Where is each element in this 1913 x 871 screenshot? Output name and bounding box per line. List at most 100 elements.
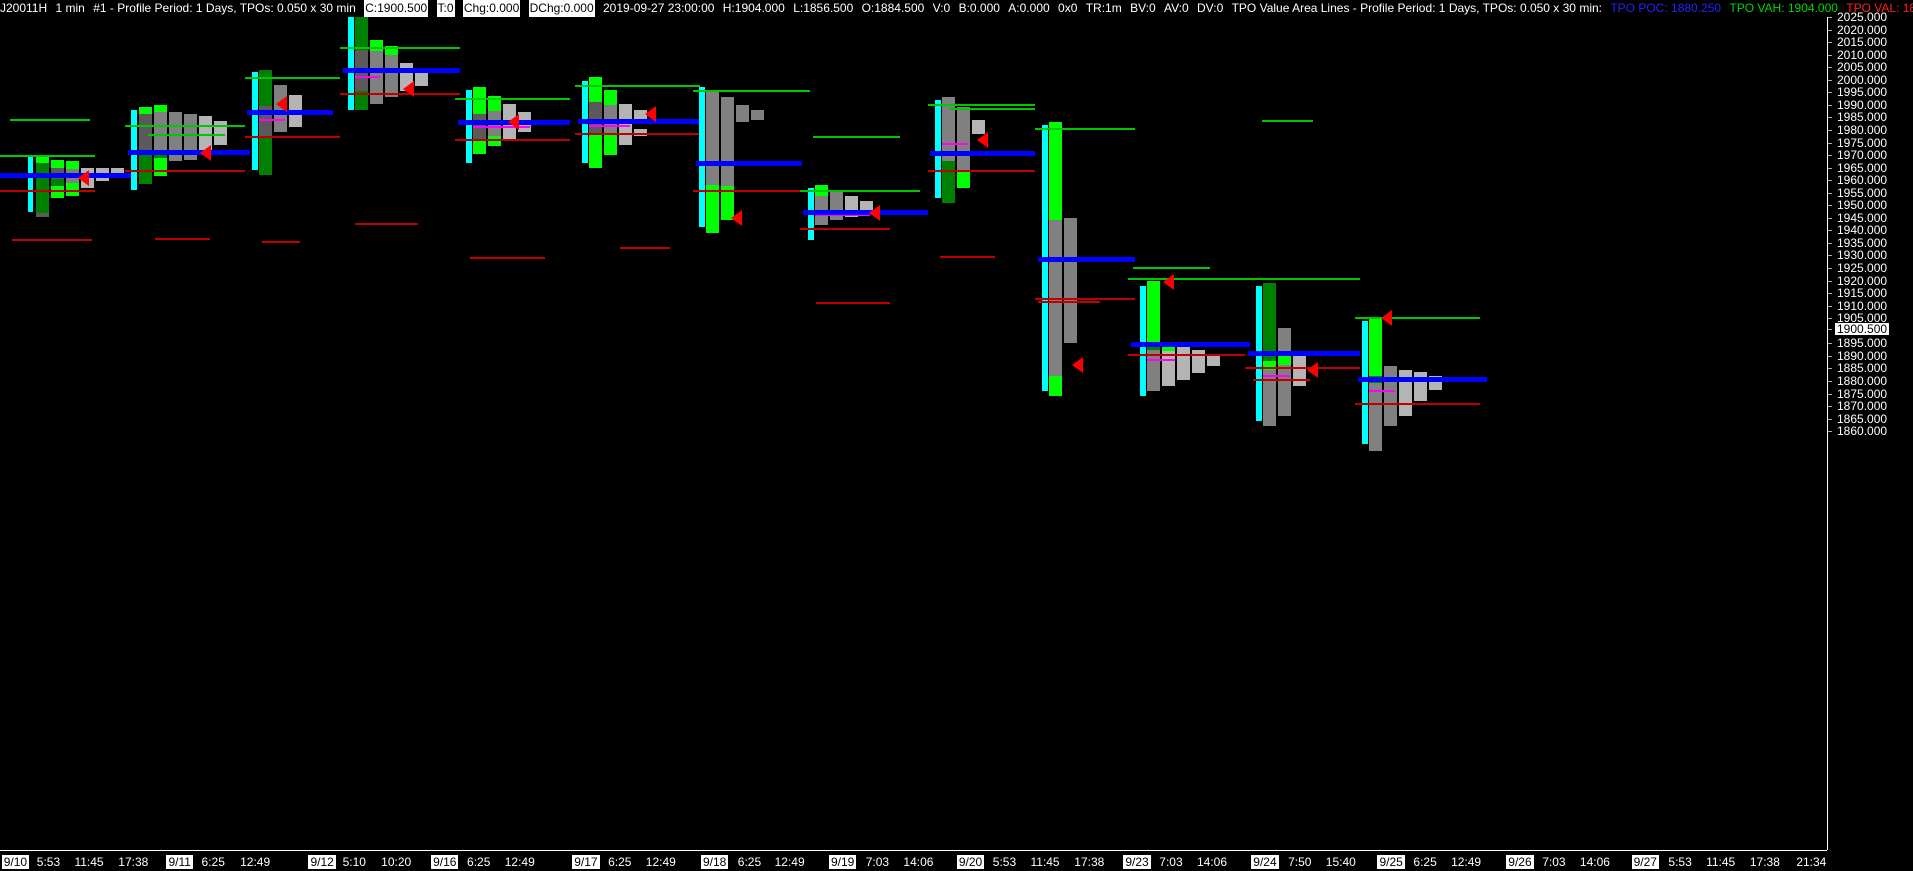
poc-line bbox=[343, 68, 460, 74]
vah-line bbox=[693, 90, 810, 93]
tpo-column bbox=[1177, 345, 1190, 380]
chart-plot-area[interactable] bbox=[0, 17, 1827, 850]
time-axis-time-label: 7:03 bbox=[1542, 855, 1566, 869]
price-axis-label: 1955.000 bbox=[1837, 185, 1888, 200]
tpo-single-print-line bbox=[1263, 374, 1290, 377]
tpo-column bbox=[751, 109, 764, 120]
tpo-column-green-segment bbox=[1263, 283, 1276, 361]
time-axis[interactable]: 12 9/105:5311:4517:389/116:2512:499/125:… bbox=[0, 850, 1913, 871]
time-axis-date-label: 9/17 bbox=[572, 855, 600, 869]
price-axis-label: 1960.000 bbox=[1837, 173, 1888, 188]
poc-line bbox=[1131, 342, 1250, 348]
price-axis-label: 1915.000 bbox=[1837, 286, 1888, 301]
tpo-single-print-line bbox=[1147, 358, 1175, 361]
tpo-column bbox=[111, 167, 124, 178]
tpo-column bbox=[169, 112, 182, 162]
price-marker-icon bbox=[78, 169, 89, 186]
price-axis-label: 1860.000 bbox=[1837, 424, 1888, 439]
header-symbol: J20011H bbox=[0, 1, 48, 15]
time-axis-date-label: 9/18 bbox=[701, 855, 729, 869]
header-study-title: #1 - Profile Period: 1 Days, TPOs: 0.050… bbox=[93, 1, 356, 15]
header-tpo-val: TPO VAL: 1870.750 bbox=[1846, 1, 1913, 15]
price-axis-label: 2025.000 bbox=[1837, 10, 1888, 24]
header-change-value: Chg:0.000 bbox=[462, 0, 521, 17]
poc-line bbox=[1248, 350, 1360, 356]
tpo-column-green-segment bbox=[66, 161, 79, 169]
header-volume: V:0 bbox=[932, 1, 951, 15]
poc-line bbox=[578, 118, 700, 124]
tpo-column bbox=[415, 72, 428, 87]
header-datetime: 2019-09-27 23:00:00 bbox=[603, 1, 715, 15]
tpo-single-print-line bbox=[1369, 389, 1395, 392]
val-line-stub bbox=[816, 302, 890, 305]
price-axis-label: 2020.000 bbox=[1837, 22, 1888, 37]
price-tick bbox=[1828, 242, 1832, 244]
tpo-column-green-segment bbox=[604, 89, 617, 105]
time-axis-time-label: 5:53 bbox=[1668, 855, 1692, 869]
price-tick bbox=[1828, 329, 1832, 331]
tpo-column-green-segment bbox=[66, 182, 79, 197]
price-tick bbox=[1828, 280, 1832, 282]
session-range-bar bbox=[28, 155, 33, 212]
price-tick bbox=[1828, 268, 1832, 269]
time-axis-time-label: 14:06 bbox=[903, 855, 934, 869]
time-axis-time-label: 12:49 bbox=[774, 855, 805, 869]
price-axis-label: 1895.000 bbox=[1837, 336, 1888, 351]
header-ask-volume: AV:0 bbox=[1163, 1, 1189, 15]
tpo-column-green-segment bbox=[370, 39, 383, 51]
time-axis-time-label: 6:25 bbox=[608, 855, 632, 869]
price-axis[interactable]: 2025.000 2020.000 2015.000 2010.000 2005.000… bbox=[1827, 11, 1913, 850]
price-tick bbox=[1828, 393, 1832, 395]
tpo-column-green-segment bbox=[139, 151, 152, 184]
tpo-column-green-segment bbox=[473, 87, 486, 114]
time-axis-time-label: 10:20 bbox=[381, 855, 412, 869]
time-axis-date-label: 9/27 bbox=[1631, 855, 1659, 869]
price-marker-icon bbox=[1381, 310, 1392, 327]
header-value-area-study-title: TPO Value Area Lines - Profile Period: 1… bbox=[1231, 1, 1602, 15]
header-open: O:1884.500 bbox=[861, 1, 925, 15]
price-axis-label: 1920.000 bbox=[1837, 273, 1888, 288]
tpo-column-green-segment bbox=[706, 185, 719, 233]
price-tick bbox=[1828, 293, 1832, 295]
price-axis-label: 1945.000 bbox=[1837, 210, 1888, 225]
val-line bbox=[800, 228, 890, 231]
val-line bbox=[125, 170, 245, 173]
price-tick bbox=[1828, 305, 1832, 307]
time-axis-time-label: 17:38 bbox=[1074, 855, 1105, 869]
vah-line bbox=[1355, 317, 1480, 320]
tpo-column-green-segment bbox=[51, 178, 64, 187]
time-axis-time-label: 11:45 bbox=[1706, 855, 1736, 869]
session-range-bar bbox=[252, 72, 258, 171]
vah-line bbox=[1245, 278, 1360, 281]
tpo-column-green-segment bbox=[36, 155, 49, 163]
price-axis-label: 1970.000 bbox=[1837, 148, 1888, 163]
vah-line bbox=[455, 97, 570, 100]
vah-line bbox=[0, 155, 95, 158]
time-axis-time-label: 14:06 bbox=[1579, 855, 1610, 869]
val-line bbox=[245, 136, 340, 139]
tpo-column-green-segment bbox=[1263, 360, 1276, 370]
time-axis-date-label: 9/19 bbox=[828, 855, 857, 869]
price-axis-label: 1965.000 bbox=[1837, 160, 1888, 175]
tpo-single-print-line bbox=[259, 118, 285, 121]
tpo-column-green-segment bbox=[488, 136, 501, 147]
time-axis-time-label: 6:25 bbox=[467, 855, 491, 869]
time-axis-date-label: 9/16 bbox=[431, 855, 459, 869]
price-tick bbox=[1828, 406, 1832, 408]
tpo-column-green-segment bbox=[259, 69, 272, 107]
price-tick bbox=[1828, 230, 1832, 232]
header-high: H:1904.000 bbox=[722, 1, 785, 15]
time-axis-date-label: 9/24 bbox=[1251, 855, 1279, 869]
price-axis-label: 2015.000 bbox=[1837, 35, 1888, 50]
val-line bbox=[0, 190, 95, 193]
price-tick bbox=[1828, 192, 1832, 194]
price-tick bbox=[1828, 117, 1832, 119]
time-axis-time-label: 17:38 bbox=[118, 855, 149, 869]
tpo-column-green-segment bbox=[154, 157, 167, 177]
price-tick bbox=[1828, 167, 1832, 169]
tpo-column-green-segment bbox=[154, 104, 167, 113]
time-axis-time-label: 5:10 bbox=[342, 855, 366, 869]
header-low: L:1856.500 bbox=[793, 1, 854, 15]
tpo-column-green-segment bbox=[604, 134, 617, 156]
vah-line-stub bbox=[148, 133, 225, 136]
